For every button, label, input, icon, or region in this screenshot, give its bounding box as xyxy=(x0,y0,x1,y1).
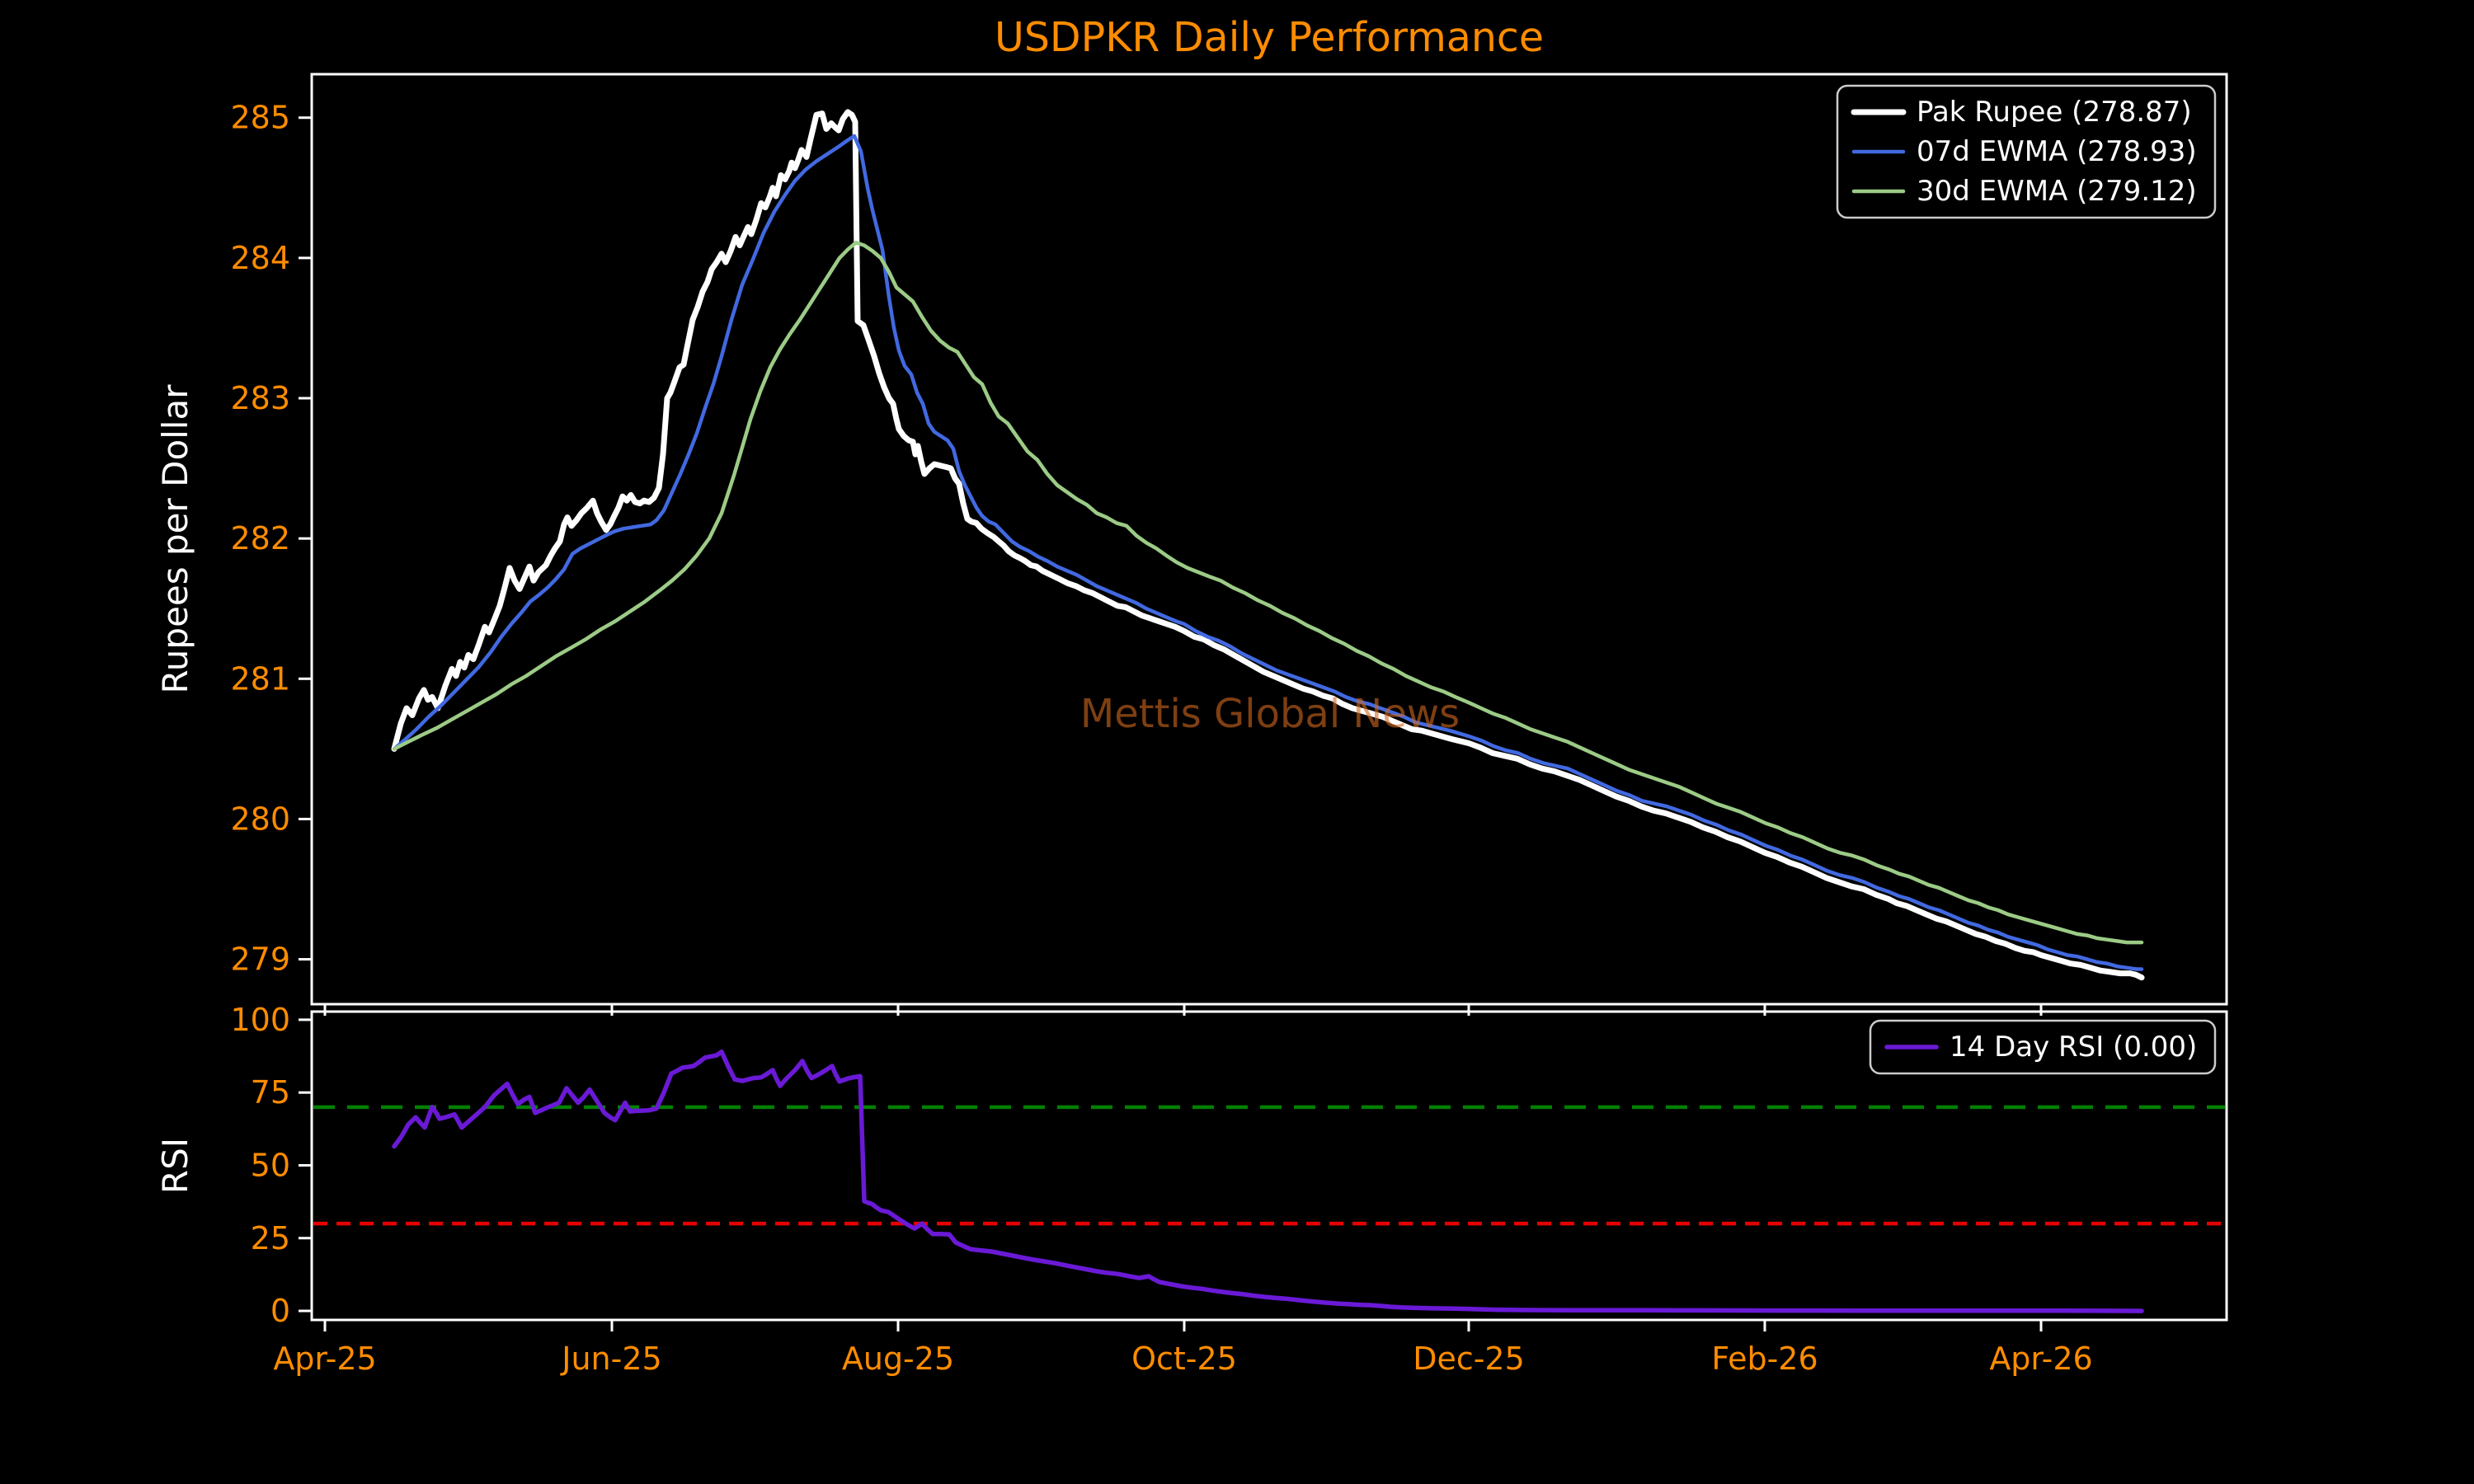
axes-layer: 285 284 283 282 281 280 279 100 75 50 25 0 Apr-25 Jun… xyxy=(230,73,2228,1377)
watermark: Mettis Global News xyxy=(1080,691,1460,737)
x-tick-label: Apr-26 xyxy=(1989,1341,2092,1377)
pak-rupee-line xyxy=(391,109,2145,981)
y-tick-label: 282 xyxy=(230,520,290,556)
legend-box xyxy=(1869,1019,2217,1075)
y-tick-label: 279 xyxy=(230,942,290,978)
y-tick-label: 285 xyxy=(230,100,290,136)
y-tick-label: 284 xyxy=(230,240,290,276)
y-tick-label: 0 xyxy=(270,1293,290,1329)
legend-item-label: 30d EWMA (279.12) xyxy=(1917,175,2197,208)
legend-layer: Pak Rupee (278.87) 07d EWMA (278.93) 30d E… xyxy=(1836,84,2217,1075)
y-tick-label: 75 xyxy=(251,1074,290,1111)
x-tick-label: Apr-25 xyxy=(273,1341,376,1377)
rsi-panel-frame xyxy=(310,1010,2228,1322)
x-tick-label: Jun-25 xyxy=(560,1341,661,1377)
legend-item-label: 07d EWMA (278.93) xyxy=(1917,135,2197,168)
legend-box xyxy=(1836,84,2217,219)
x-tick-label: Oct-25 xyxy=(1131,1341,1237,1377)
y-axis-label-rsi: RSI xyxy=(155,1138,195,1194)
y-axis-label-price: Rupees per Dollar xyxy=(155,384,195,694)
y-tick-label: 280 xyxy=(230,801,290,837)
x-tick-label: Dec-25 xyxy=(1413,1341,1525,1377)
legend-item-label: Pak Rupee (278.87) xyxy=(1917,96,2192,129)
y-tick-label: 50 xyxy=(251,1147,290,1183)
y-tick-label: 281 xyxy=(230,660,290,697)
14-day-rsi-line xyxy=(392,1049,2144,1313)
y-tick-label: 100 xyxy=(230,1002,290,1038)
30d-ewma-line xyxy=(392,240,2144,945)
x-tick-label: Feb-26 xyxy=(1711,1341,1818,1377)
series-layer xyxy=(313,109,2225,1313)
chart-title: USDPKR Daily Performance xyxy=(995,14,1544,61)
y-tick-label: 283 xyxy=(230,380,290,416)
x-tick-label: Aug-25 xyxy=(842,1341,954,1377)
07d-ewma-line xyxy=(392,134,2144,971)
legend-item-label: 14 Day RSI (0.00) xyxy=(1950,1031,2197,1064)
y-tick-label: 25 xyxy=(251,1220,290,1256)
price-panel-frame xyxy=(310,73,2228,1006)
